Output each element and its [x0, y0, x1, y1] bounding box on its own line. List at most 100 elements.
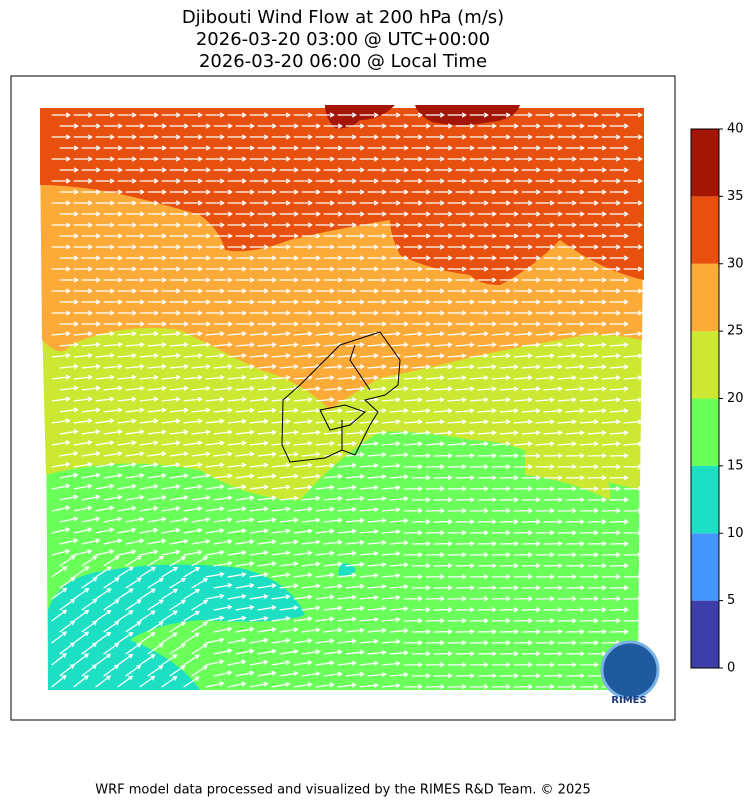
wind-arrow	[447, 288, 467, 294]
wind-arrow	[337, 310, 357, 316]
wind-arrow	[557, 464, 577, 470]
wind-arrow	[579, 134, 599, 140]
wind-arrow	[433, 408, 453, 414]
wind-arrow	[521, 541, 541, 547]
wind-arrow	[301, 605, 321, 611]
wind-arrow	[543, 255, 563, 261]
wind-arrow	[191, 277, 211, 283]
wind-arrow	[81, 664, 97, 677]
wind-arrow	[125, 277, 145, 283]
wind-arrow	[543, 585, 563, 591]
wind-arrow	[513, 574, 533, 580]
wind-arrow	[513, 266, 533, 272]
wind-arrow	[477, 607, 497, 613]
wind-arrow	[345, 233, 365, 239]
wind-arrow	[161, 112, 181, 118]
wind-arrow	[213, 560, 233, 567]
wind-arrow	[609, 430, 629, 436]
wind-arrow	[139, 527, 159, 534]
wind-arrow	[565, 519, 585, 525]
wind-arrow	[301, 145, 321, 151]
wind-arrow	[161, 527, 181, 534]
wind-arrow	[367, 605, 387, 612]
wind-arrow	[169, 577, 187, 589]
wind-arrow	[337, 572, 357, 578]
wind-arrow	[227, 440, 247, 446]
wind-arrow	[117, 505, 137, 512]
wind-arrow	[81, 451, 101, 457]
wind-arrow	[125, 494, 145, 501]
wind-arrow	[513, 222, 533, 228]
wind-arrow	[323, 539, 343, 545]
wind-arrow	[587, 145, 607, 151]
wind-arrow	[227, 462, 247, 468]
wind-arrow	[499, 430, 519, 436]
wind-arrow	[103, 342, 123, 348]
wind-arrow	[249, 484, 269, 490]
wind-arrow	[491, 200, 511, 206]
wind-arrow	[521, 607, 541, 613]
wind-arrow	[249, 331, 269, 337]
wind-arrow	[191, 233, 211, 239]
wind-arrow	[433, 167, 453, 173]
wind-arrow	[213, 123, 233, 129]
wind-arrow	[257, 167, 277, 173]
wind-arrow	[521, 629, 541, 635]
wind-arrow	[227, 550, 247, 556]
wind-arrow	[51, 548, 71, 556]
wind-arrow	[491, 244, 511, 250]
wind-arrow	[205, 549, 225, 556]
wind-arrow	[235, 233, 255, 239]
wind-arrow	[433, 386, 453, 392]
wind-arrow	[337, 419, 357, 425]
wind-arrow	[125, 299, 145, 305]
wind-arrow	[293, 550, 313, 556]
wind-arrow	[147, 665, 164, 677]
wind-arrow	[81, 145, 101, 151]
wind-arrow	[279, 211, 299, 217]
wind-arrow	[587, 211, 607, 217]
wind-arrow	[403, 618, 423, 624]
wind-arrow	[315, 266, 335, 272]
wind-arrow	[51, 112, 71, 118]
wind-arrow	[367, 561, 387, 568]
wind-arrow	[513, 486, 533, 492]
wind-arrow	[477, 321, 497, 327]
wind-arrow	[117, 396, 137, 402]
wind-arrow	[447, 397, 467, 403]
wind-arrow	[623, 508, 643, 514]
wind-arrow	[117, 483, 137, 490]
wind-arrow	[389, 277, 409, 283]
wind-arrow	[103, 211, 123, 217]
wind-arrow	[609, 321, 629, 327]
wind-arrow	[491, 266, 511, 272]
wind-arrow	[425, 200, 445, 206]
wind-arrow	[205, 659, 225, 666]
wind-arrow	[95, 588, 112, 600]
wind-arrow	[227, 353, 247, 359]
wind-arrow	[535, 375, 555, 381]
wind-arrow	[301, 211, 321, 217]
wind-arrow	[161, 610, 178, 622]
wind-arrow	[477, 408, 497, 414]
wind-arrow	[315, 528, 335, 534]
wind-arrow	[103, 494, 123, 501]
wind-arrow	[425, 419, 445, 425]
wind-arrow	[477, 299, 497, 305]
wind-arrow	[227, 571, 247, 578]
wind-arrow	[117, 331, 137, 337]
wind-arrow	[191, 538, 211, 545]
wind-arrow	[293, 660, 313, 666]
wind-arrow	[389, 430, 409, 436]
wind-arrow	[301, 255, 321, 261]
wind-arrow	[125, 407, 145, 413]
wind-arrow	[147, 255, 167, 261]
wind-arrow	[601, 574, 621, 580]
wind-arrow	[235, 604, 255, 611]
wind-arrow	[73, 527, 93, 534]
wind-arrow	[543, 408, 563, 414]
wind-arrow	[227, 266, 247, 272]
wind-arrow	[139, 352, 159, 359]
colorbar-tick-label: 0	[727, 661, 735, 676]
wind-arrow	[557, 574, 577, 580]
